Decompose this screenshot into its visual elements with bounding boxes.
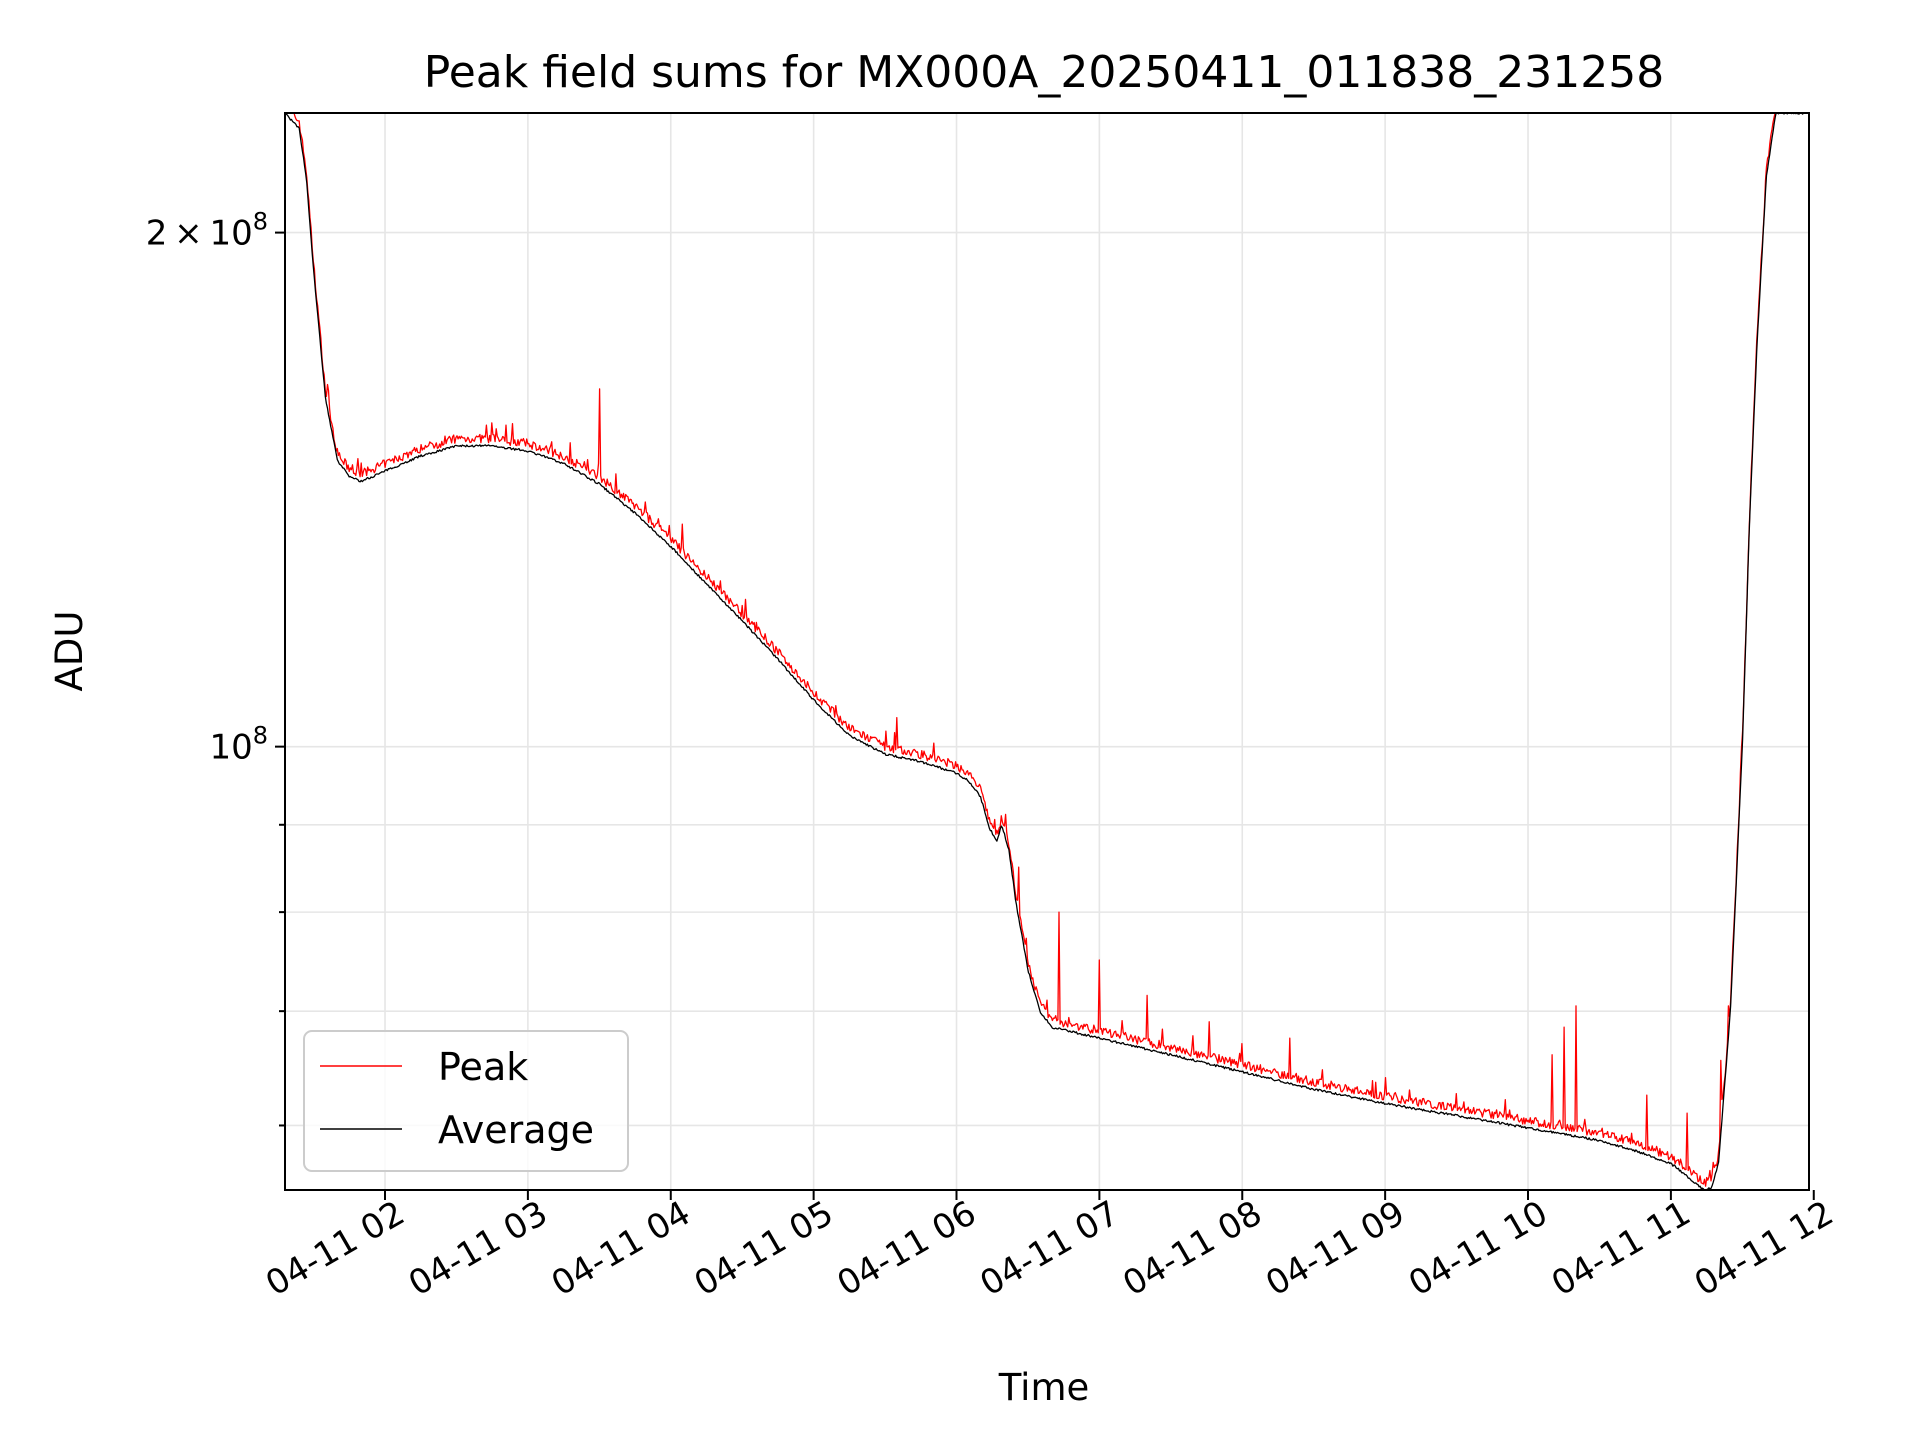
y-axis-label: ADU	[48, 611, 91, 692]
chart-title: Peak field sums for MX000A_20250411_0118…	[424, 47, 1665, 98]
average-series-line	[285, 113, 1809, 1190]
legend-peak-label: Peak	[438, 1045, 528, 1089]
plot-area-frame	[284, 112, 1810, 1191]
y-tick-label: 2 × 108	[146, 208, 268, 254]
peak-series-line	[293, 113, 1776, 1187]
series-layer	[285, 113, 1809, 1190]
x-axis-label: Time	[998, 1366, 1090, 1409]
grid-layer	[285, 113, 1809, 1190]
legend: Peak Average	[303, 1030, 629, 1172]
legend-average-label: Average	[438, 1108, 594, 1152]
